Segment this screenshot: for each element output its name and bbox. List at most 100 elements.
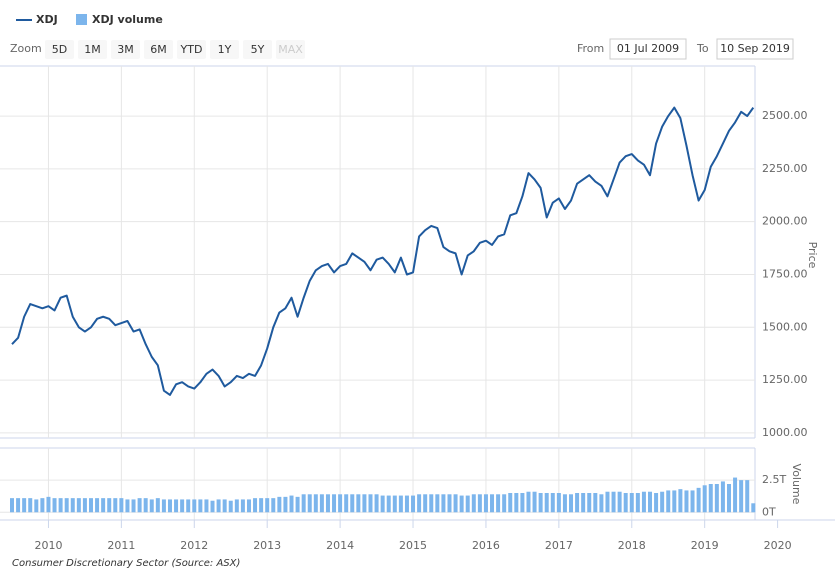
range-button[interactable]: 5D — [45, 40, 74, 59]
volume-bar — [411, 495, 416, 513]
volume-bar — [654, 493, 659, 513]
volume-bar — [240, 499, 245, 513]
volume-bar — [155, 498, 160, 513]
x-tick-label: 2017 — [545, 539, 573, 552]
volume-bar — [702, 485, 707, 513]
volume-bar — [338, 494, 343, 513]
volume-bar — [28, 498, 33, 513]
volume-bar — [295, 496, 300, 513]
volume-bar — [259, 498, 264, 513]
volume-bar — [253, 498, 258, 513]
volume-bar — [52, 498, 57, 513]
volume-bar — [569, 494, 574, 513]
to-label: To — [696, 42, 709, 55]
volume-bar — [587, 493, 592, 513]
volume-bar — [562, 494, 567, 513]
range-button: MAX — [276, 40, 305, 59]
volume-bar — [350, 494, 355, 513]
volume-bar — [739, 480, 744, 513]
x-tick-label: 2019 — [691, 539, 719, 552]
volume-bar — [556, 493, 561, 513]
volume-bar — [64, 498, 69, 513]
volume-bar — [265, 498, 270, 513]
y-axis-title: Price — [806, 242, 819, 269]
volume-bar — [398, 495, 403, 513]
range-button-label[interactable]: 5Y — [251, 43, 265, 56]
volume-bar — [16, 498, 21, 513]
y2-axis-title: Volume — [790, 464, 803, 505]
range-button-bg — [177, 40, 206, 59]
range-button[interactable]: 1M — [78, 40, 107, 59]
range-button-label[interactable]: 1M — [84, 43, 101, 56]
range-button[interactable]: YTD — [177, 40, 206, 59]
volume-bar — [70, 498, 75, 513]
volume-bar — [22, 498, 27, 513]
volume-bar — [386, 495, 391, 513]
volume-bar — [313, 494, 318, 513]
range-button-bg — [144, 40, 173, 59]
range-button[interactable]: 6M — [144, 40, 173, 59]
volume-bar — [216, 499, 221, 513]
volume-bar — [119, 498, 124, 513]
volume-bar — [137, 498, 142, 513]
to-value[interactable]: 10 Sep 2019 — [720, 42, 790, 55]
volume-bar — [186, 499, 191, 513]
volume-bar — [161, 499, 166, 513]
volume-bar — [520, 493, 525, 513]
range-button-label[interactable]: 6M — [150, 43, 167, 56]
to-input[interactable] — [716, 38, 794, 60]
range-button-bg — [210, 40, 239, 59]
range-button[interactable]: 3M — [111, 40, 140, 59]
volume-bar — [550, 493, 555, 513]
volume-bar — [362, 494, 367, 513]
y-tick-label: 1000.00 — [762, 426, 808, 439]
volume-bar — [575, 493, 580, 513]
range-button[interactable]: 1Y — [210, 40, 239, 59]
legend-label[interactable]: XDJ — [36, 13, 58, 26]
volume-bar — [88, 498, 93, 513]
range-button-bg — [276, 40, 305, 59]
volume-bar — [483, 494, 488, 513]
range-button-label[interactable]: 1Y — [218, 43, 232, 56]
volume-bar — [635, 493, 640, 513]
volume-bar — [672, 490, 677, 513]
volume-bar — [581, 493, 586, 513]
y2-tick-label: 2.5T — [762, 473, 786, 486]
volume-bar — [277, 496, 282, 513]
volume-bar — [222, 499, 227, 513]
range-button-label[interactable]: 3M — [117, 43, 134, 56]
volume-bar — [611, 491, 616, 513]
volume-bar — [143, 498, 148, 513]
volume-bar — [174, 499, 179, 513]
volume-bar — [465, 495, 470, 513]
volume-bar — [204, 499, 209, 513]
volume-bar — [648, 491, 653, 513]
x-tick-label: 2011 — [107, 539, 135, 552]
volume-bar — [617, 491, 622, 513]
legend-label[interactable]: XDJ volume — [92, 13, 163, 26]
range-button[interactable]: 5Y — [243, 40, 272, 59]
range-button-bg — [78, 40, 107, 59]
range-button-label[interactable]: YTD — [180, 43, 203, 56]
x-tick-label: 2014 — [326, 539, 354, 552]
range-button-label: MAX — [278, 43, 303, 56]
range-button-label[interactable]: 5D — [52, 43, 67, 56]
range-button-bg — [111, 40, 140, 59]
from-label: From — [577, 42, 604, 55]
volume-bar — [690, 490, 695, 513]
volume-bar — [40, 498, 45, 513]
volume-bar — [684, 490, 689, 513]
x-tick-label: 2010 — [34, 539, 62, 552]
range-button-bg — [45, 40, 74, 59]
from-input[interactable] — [609, 38, 687, 60]
y2-tick-label: 0T — [762, 505, 776, 518]
zoom-label: Zoom — [10, 42, 42, 55]
volume-bar — [95, 498, 100, 513]
from-value[interactable]: 01 Jul 2009 — [617, 42, 679, 55]
volume-bar — [417, 494, 422, 513]
volume-bar — [696, 487, 701, 513]
volume-bar — [544, 493, 549, 513]
volume-bar — [605, 491, 610, 513]
x-tick-label: 2016 — [472, 539, 500, 552]
